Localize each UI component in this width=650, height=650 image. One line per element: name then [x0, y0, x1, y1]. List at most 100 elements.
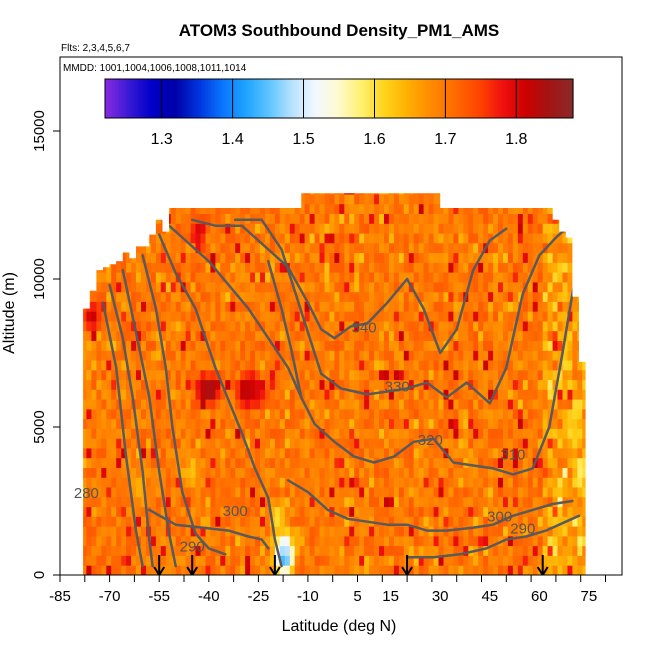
heatmap-cell [131, 301, 137, 312]
heatmap-cell [547, 311, 553, 322]
heatmap-cell [146, 408, 152, 420]
heatmap-cell [458, 233, 464, 244]
heatmap-cell [443, 291, 449, 302]
heatmap-cell [577, 496, 583, 508]
heatmap-cell [309, 252, 315, 263]
colorbar-segment [505, 79, 509, 118]
heatmap-cell [349, 408, 355, 420]
heatmap-cell [453, 252, 459, 263]
heatmap-cell [101, 194, 107, 205]
heatmap-cell [388, 535, 395, 547]
heatmap-cell [289, 428, 296, 439]
heatmap-cell [522, 223, 529, 234]
heatmap-cell [359, 428, 365, 439]
heatmap-cell [150, 350, 157, 361]
heatmap-cell [240, 506, 246, 517]
heatmap-cell [552, 516, 558, 527]
heatmap-cell [488, 428, 494, 439]
heatmap-cell [200, 369, 206, 381]
colorbar-segment [168, 79, 172, 118]
heatmap-cell [190, 408, 196, 420]
heatmap-cell [522, 477, 529, 488]
heatmap-cell [428, 506, 434, 517]
heatmap-cell [150, 389, 157, 400]
heatmap-cell [225, 321, 231, 332]
heatmap-cell [374, 408, 380, 420]
heatmap-cell [334, 233, 340, 244]
heatmap-cell [577, 438, 583, 449]
heatmap-cell [438, 194, 444, 205]
heatmap-cell [91, 408, 97, 420]
heatmap-cell [354, 535, 360, 547]
heatmap-cell [463, 418, 469, 429]
heatmap-cell [542, 369, 549, 381]
heatmap-cell [146, 233, 152, 244]
heatmap-cell [314, 252, 320, 263]
heatmap-cell [369, 321, 375, 332]
heatmap-cell [240, 272, 246, 283]
heatmap-cell [230, 545, 236, 556]
heatmap-cell [493, 565, 499, 575]
heatmap-cell [413, 506, 420, 517]
heatmap-cell [428, 262, 434, 273]
heatmap-cell [175, 194, 182, 205]
heatmap-cell [160, 389, 167, 400]
heatmap-cell [453, 272, 459, 283]
heatmap-cell [235, 360, 241, 371]
heatmap-cell [225, 272, 231, 283]
heatmap-cell [304, 516, 310, 527]
heatmap-cell [507, 291, 514, 302]
heatmap-cell [443, 399, 449, 410]
heatmap-cell [240, 565, 246, 575]
heatmap-cell [131, 350, 137, 361]
heatmap-cell [106, 340, 112, 351]
heatmap-cell [438, 291, 444, 302]
heatmap-cell [274, 233, 281, 244]
heatmap-cell [274, 282, 281, 293]
heatmap-cell [225, 194, 231, 205]
heatmap-cell [160, 428, 167, 439]
colorbar-segment [116, 79, 120, 118]
heatmap-cell [329, 262, 335, 273]
heatmap-cell [260, 408, 266, 420]
heatmap-cell [269, 379, 276, 390]
heatmap-cell [235, 438, 241, 449]
heatmap-cell [542, 516, 549, 527]
heatmap-cell [503, 545, 509, 556]
heatmap-cell [165, 213, 172, 224]
heatmap-cell [572, 301, 578, 312]
heatmap-cell [473, 369, 479, 381]
heatmap-cell [121, 496, 127, 508]
heatmap-cell [423, 350, 429, 361]
heatmap-cell [438, 223, 444, 234]
heatmap-cell [91, 448, 97, 459]
heatmap-cell [547, 467, 553, 478]
heatmap-cell [463, 379, 469, 390]
heatmap-cell [255, 477, 261, 488]
heatmap-cell [567, 477, 573, 488]
heatmap-cell [384, 448, 390, 459]
heatmap-cell [190, 526, 196, 537]
heatmap-cell [374, 291, 380, 302]
heatmap-cell [319, 301, 325, 312]
heatmap-cell [324, 516, 330, 527]
heatmap-cell [552, 194, 558, 205]
colorbar-segment [343, 79, 347, 118]
heatmap-cell [483, 496, 489, 508]
heatmap-cell [279, 526, 286, 537]
heatmap-cell [141, 418, 147, 429]
heatmap-cell [111, 252, 117, 263]
heatmap-cell [274, 369, 281, 381]
heatmap-cell [503, 477, 509, 488]
heatmap-cell [294, 418, 301, 429]
heatmap-cell [503, 448, 509, 459]
x-tick-label: 60 [531, 588, 548, 605]
heatmap-cell [240, 399, 246, 410]
heatmap-cell [245, 457, 251, 468]
heatmap-cell [572, 213, 578, 224]
heatmap-cell [165, 330, 172, 341]
heatmap-cell [265, 516, 271, 527]
heatmap-cell [379, 330, 385, 341]
heatmap-cell [349, 496, 355, 508]
heatmap-cell [210, 487, 216, 498]
